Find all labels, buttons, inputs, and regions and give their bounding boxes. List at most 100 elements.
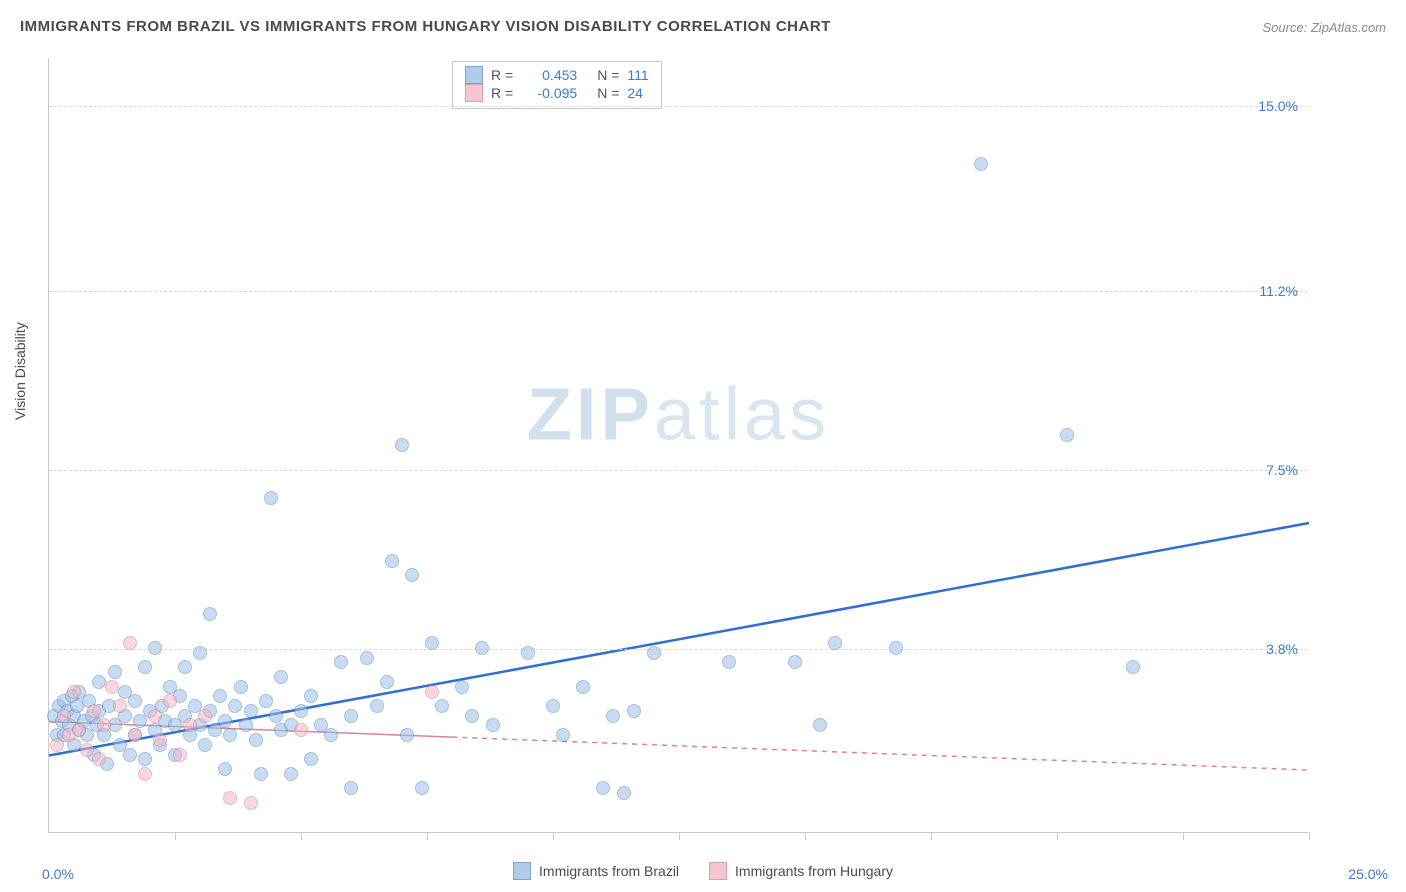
data-point-brazil	[647, 646, 661, 660]
data-point-brazil	[254, 767, 268, 781]
data-point-brazil	[344, 709, 358, 723]
data-point-hungary	[153, 733, 167, 747]
plot-area: ZIPatlas R = 0.453 N = 111 R = -0.095 N …	[48, 58, 1308, 833]
data-point-brazil	[178, 660, 192, 674]
data-point-brazil	[722, 655, 736, 669]
data-point-brazil	[223, 728, 237, 742]
data-point-brazil	[435, 699, 449, 713]
data-point-brazil	[138, 752, 152, 766]
data-point-brazil	[617, 786, 631, 800]
data-point-hungary	[173, 748, 187, 762]
data-point-brazil	[546, 699, 560, 713]
data-point-hungary	[105, 680, 119, 694]
data-point-brazil	[123, 748, 137, 762]
source-attribution: Source: ZipAtlas.com	[1262, 20, 1386, 35]
x-axis-tick	[175, 832, 176, 840]
data-point-hungary	[294, 723, 308, 737]
data-point-brazil	[1126, 660, 1140, 674]
data-point-hungary	[113, 699, 127, 713]
data-point-brazil	[556, 728, 570, 742]
data-point-brazil	[294, 704, 308, 718]
data-point-brazil	[228, 699, 242, 713]
trend-line	[452, 737, 1309, 770]
data-point-hungary	[57, 709, 71, 723]
data-point-hungary	[244, 796, 258, 810]
data-point-hungary	[128, 728, 142, 742]
data-point-brazil	[370, 699, 384, 713]
data-point-brazil	[203, 607, 217, 621]
gridline-horizontal	[49, 649, 1308, 650]
data-point-brazil	[249, 733, 263, 747]
data-point-brazil	[974, 157, 988, 171]
x-axis-tick	[1183, 832, 1184, 840]
data-point-brazil	[405, 568, 419, 582]
data-point-brazil	[455, 680, 469, 694]
data-point-hungary	[198, 709, 212, 723]
data-point-hungary	[148, 709, 162, 723]
data-point-hungary	[163, 694, 177, 708]
trend-line	[49, 523, 1309, 756]
data-point-brazil	[198, 738, 212, 752]
data-point-hungary	[80, 743, 94, 757]
data-point-brazil	[244, 704, 258, 718]
data-point-brazil	[1060, 428, 1074, 442]
data-point-brazil	[234, 680, 248, 694]
data-point-hungary	[425, 685, 439, 699]
x-axis-tick	[1057, 832, 1058, 840]
legend-swatch-hungary-icon	[709, 862, 727, 880]
x-axis-tick	[301, 832, 302, 840]
data-point-brazil	[465, 709, 479, 723]
trend-lines-svg	[49, 58, 1308, 832]
data-point-hungary	[72, 723, 86, 737]
y-axis-label: Vision Disability	[12, 322, 28, 420]
x-axis-tick	[427, 832, 428, 840]
x-axis-tick	[679, 832, 680, 840]
data-point-brazil	[400, 728, 414, 742]
data-point-brazil	[148, 641, 162, 655]
data-point-brazil	[284, 767, 298, 781]
data-point-brazil	[788, 655, 802, 669]
data-point-brazil	[889, 641, 903, 655]
data-point-brazil	[486, 718, 500, 732]
x-axis-tick	[805, 832, 806, 840]
data-point-brazil	[108, 665, 122, 679]
data-point-brazil	[193, 646, 207, 660]
data-point-hungary	[67, 685, 81, 699]
data-point-brazil	[425, 636, 439, 650]
x-axis-origin-label: 0.0%	[42, 866, 74, 882]
data-point-brazil	[324, 728, 338, 742]
data-point-hungary	[183, 718, 197, 732]
data-point-brazil	[269, 709, 283, 723]
data-point-hungary	[138, 767, 152, 781]
data-point-brazil	[344, 781, 358, 795]
data-point-brazil	[218, 762, 232, 776]
data-point-brazil	[239, 718, 253, 732]
data-point-brazil	[380, 675, 394, 689]
data-point-hungary	[87, 704, 101, 718]
y-tick-label: 11.2%	[1259, 283, 1298, 299]
data-point-brazil	[334, 655, 348, 669]
gridline-horizontal	[49, 470, 1308, 471]
data-point-brazil	[627, 704, 641, 718]
data-point-brazil	[475, 641, 489, 655]
data-point-hungary	[97, 718, 111, 732]
data-point-hungary	[223, 791, 237, 805]
legend-item-hungary: Immigrants from Hungary	[709, 862, 893, 880]
data-point-brazil	[606, 709, 620, 723]
x-axis-tick	[553, 832, 554, 840]
data-point-hungary	[123, 636, 137, 650]
data-point-brazil	[259, 694, 273, 708]
data-point-brazil	[128, 694, 142, 708]
y-tick-label: 3.8%	[1266, 641, 1298, 657]
x-axis-max-label: 25.0%	[1348, 866, 1388, 882]
data-point-brazil	[304, 752, 318, 766]
data-point-brazil	[385, 554, 399, 568]
chart-title: IMMIGRANTS FROM BRAZIL VS IMMIGRANTS FRO…	[20, 18, 831, 35]
data-point-brazil	[813, 718, 827, 732]
data-point-brazil	[415, 781, 429, 795]
y-tick-label: 15.0%	[1258, 98, 1298, 114]
data-point-brazil	[521, 646, 535, 660]
legend-swatch-brazil-icon	[513, 862, 531, 880]
gridline-horizontal	[49, 106, 1308, 107]
gridline-horizontal	[49, 291, 1308, 292]
